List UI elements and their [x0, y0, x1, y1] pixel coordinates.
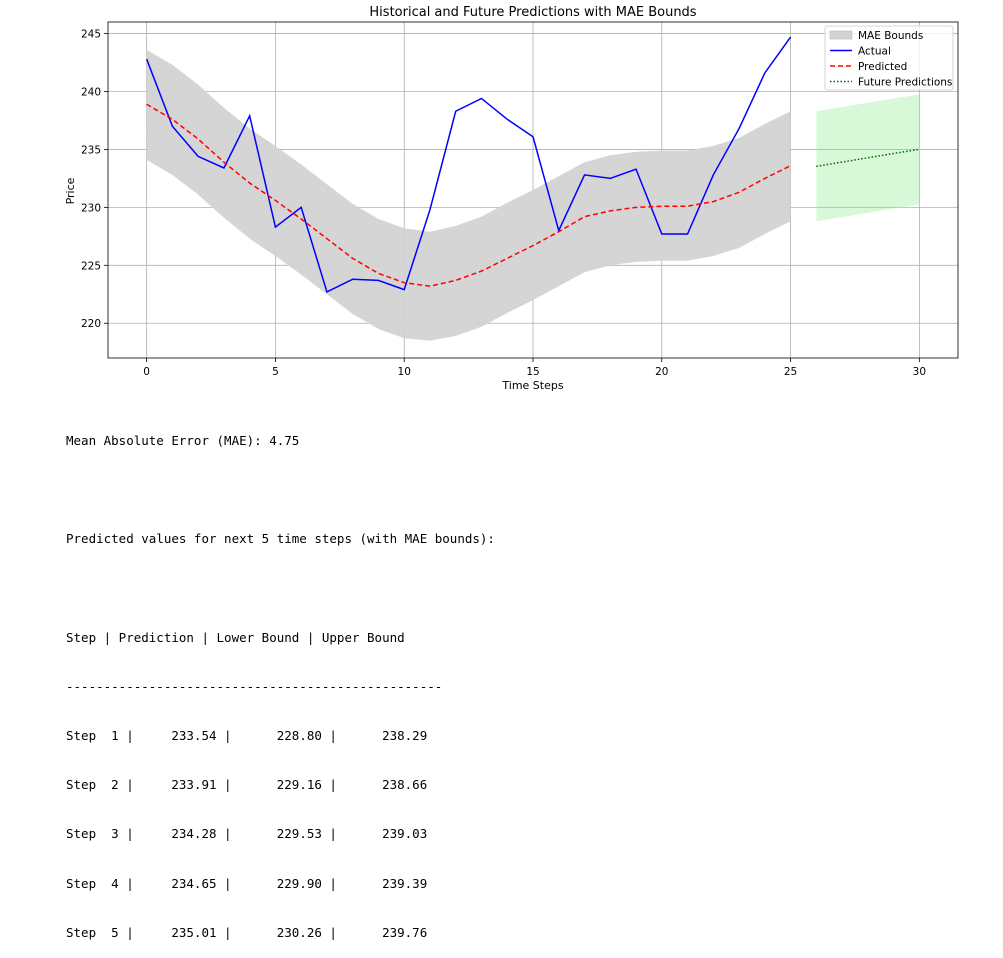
x-tick-label: 0	[143, 366, 150, 378]
blank-line	[66, 482, 495, 498]
y-tick-label: 235	[81, 144, 101, 156]
mae-bounds-band	[146, 49, 791, 341]
table-row: Step 4 | 234.65 | 229.90 | 239.39	[66, 875, 428, 891]
x-tick-label: 5	[272, 366, 279, 378]
legend-label: MAE Bounds	[858, 30, 923, 42]
lines	[145, 36, 920, 294]
legend: MAE Bounds Actual Predicted Future Predicti…	[824, 25, 954, 91]
x-tick-label: 10	[398, 366, 411, 378]
console-output: Mean Absolute Error (MAE): 4.75 Predicte…	[66, 400, 495, 958]
table-row: Step 3 | 234.28 | 229.53 | 239.03	[66, 826, 428, 842]
table-row: Step 5 | 235.01 | 230.26 | 239.76	[66, 924, 428, 940]
table-row: Step 2 | 233.91 | 229.16 | 238.66	[66, 777, 428, 793]
y-tick-label: 230	[81, 202, 101, 214]
chart-title: Historical and Future Predictions with M…	[369, 5, 696, 20]
legend-label: Future Predictions	[858, 77, 952, 89]
future-bounds-band	[816, 94, 920, 222]
y-tick-label: 225	[81, 260, 101, 272]
y-tick-label: 240	[81, 87, 101, 99]
ticks: 0 5 10 15 20 25 30 220 225 230 235 240 245	[81, 29, 926, 378]
legend-label: Predicted	[858, 61, 907, 73]
x-axis-label: Time Steps	[501, 379, 563, 392]
x-tick-label: 30	[913, 366, 926, 378]
legend-label: Actual	[858, 46, 891, 58]
legend-swatch-mae	[829, 30, 853, 40]
x-tick-label: 20	[655, 366, 668, 378]
y-tick-label: 220	[81, 318, 101, 330]
chart: Historical and Future Predictions with M…	[64, 5, 959, 392]
mae-line: Mean Absolute Error (MAE): 4.75	[66, 432, 300, 448]
blank-line	[66, 580, 495, 596]
y-tick-label: 245	[81, 29, 101, 41]
prediction-heading: Predicted values for next 5 time steps (…	[66, 531, 495, 547]
predicted-line	[146, 103, 791, 287]
y-axis-label: Price	[64, 177, 77, 204]
x-tick-label: 15	[526, 366, 539, 378]
table-separator: ----------------------------------------…	[66, 678, 443, 694]
x-tick-label: 25	[784, 366, 797, 378]
table-header: Step | Prediction | Lower Bound | Upper …	[66, 629, 405, 645]
legend-box	[824, 25, 954, 91]
table-row: Step 1 | 233.54 | 228.80 | 238.29	[66, 728, 428, 744]
bands	[146, 49, 920, 341]
actual-line	[145, 36, 792, 294]
